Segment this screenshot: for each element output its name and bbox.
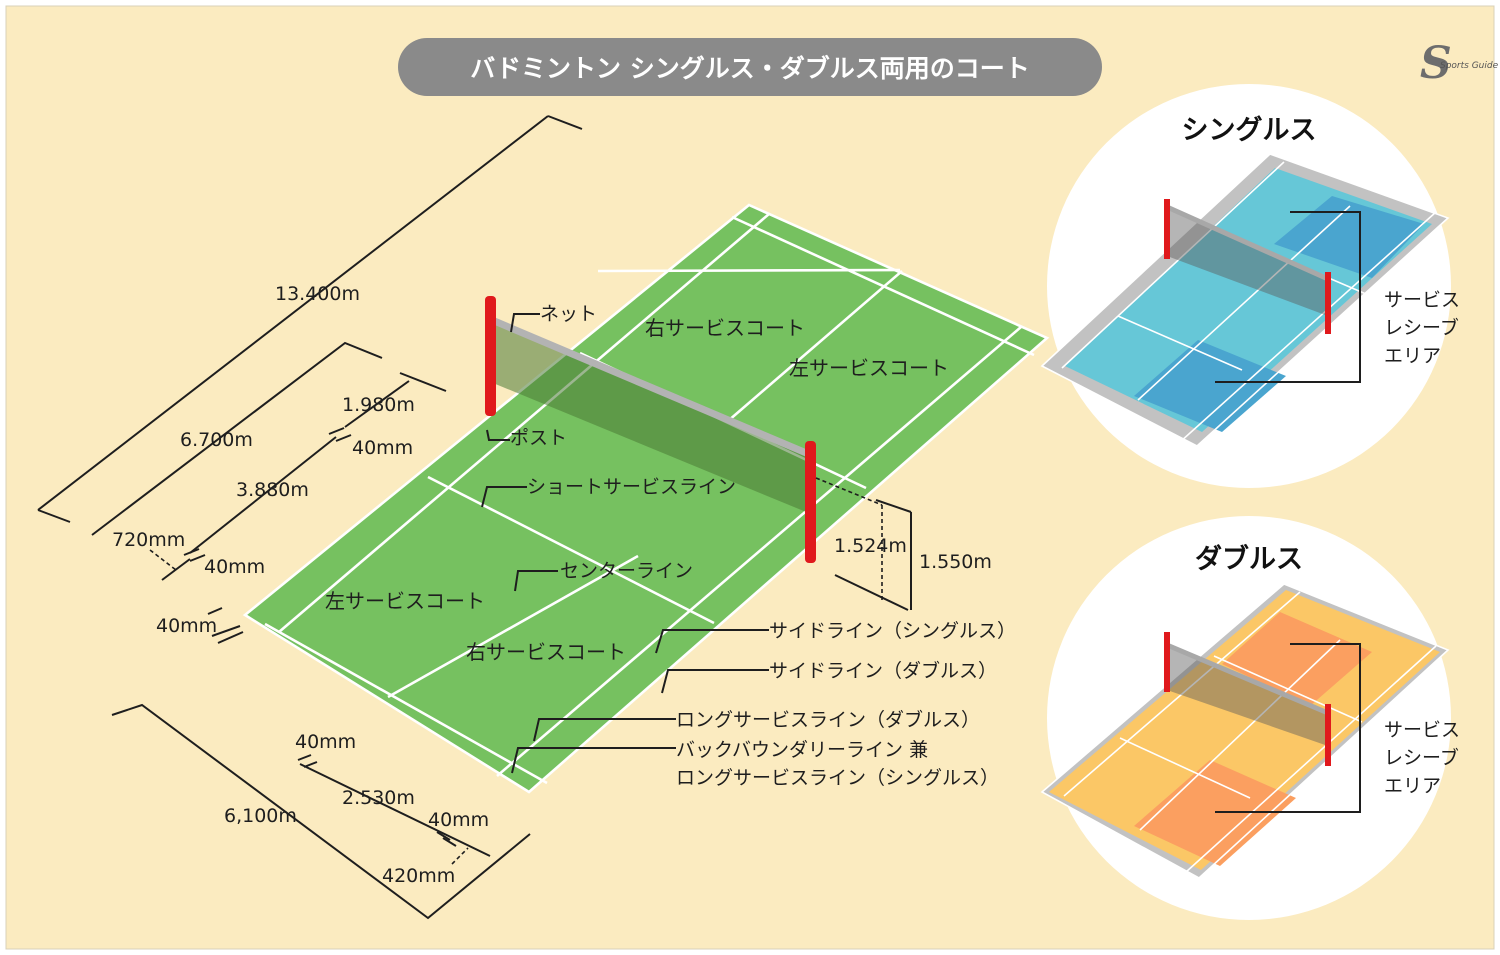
doubles-post-left — [1164, 632, 1170, 692]
dim-back-to-long — [344, 380, 410, 428]
dashed-guides — [149, 477, 883, 865]
outer-boundary-line — [242, 203, 1050, 794]
singles-area-near — [1134, 340, 1286, 432]
dim-text-side-half: 2.530m — [342, 787, 415, 809]
label-center-line: センターライン — [560, 560, 693, 582]
center-line-near — [387, 554, 639, 699]
dim-text-width-line-1: 40mm — [295, 731, 356, 753]
dim-text-width-total: 6,100m — [224, 805, 297, 827]
label-left-court-far: 左サービスコート — [789, 356, 949, 380]
label-short-service-line: ショートサービスライン — [527, 476, 736, 498]
dim-width-total — [111, 703, 531, 920]
dim-text-length-total: 13.400m — [275, 283, 360, 305]
dim-text-net-zone: 720mm — [112, 529, 185, 551]
doubles-inset: ダブルス サービス レシーブ エリア — [1040, 516, 1460, 920]
leader-center — [514, 570, 558, 592]
leader-net — [510, 313, 540, 333]
court-lines — [242, 203, 1050, 794]
dim-text-line-width-2: 40mm — [204, 556, 265, 578]
dim-side-half — [299, 763, 491, 857]
doubles-area-label-3: エリア — [1384, 775, 1441, 797]
dim-text-middle: 3.880m — [236, 479, 309, 501]
singles-inset: シングルス サービス レシーブ エリア — [1040, 84, 1460, 488]
singles-post-left — [1164, 199, 1170, 259]
dimension-lines — [37, 115, 912, 920]
page-title: バドミントン シングルス・ダブルス両用のコート — [470, 54, 1029, 83]
singles-net-mesh — [1167, 205, 1328, 316]
post-left — [485, 296, 496, 416]
doubles-area-leader — [1215, 643, 1361, 813]
singles-inset-title: シングルス — [1182, 114, 1317, 146]
svg-text:S: S — [1420, 38, 1452, 89]
doubles-area-label-1: サービス — [1384, 719, 1460, 741]
dim-text-half-length: 6.700m — [180, 429, 253, 451]
label-long-service-doubles: ロングサービスライン（ダブルス） — [676, 708, 980, 731]
dim-text-net-center-height: 1.524m — [834, 535, 907, 557]
doubles-post-right — [1325, 704, 1331, 766]
label-right-court-far: 右サービスコート — [645, 316, 805, 340]
singles-side-line-right — [496, 326, 1022, 777]
singles-side-line-left — [278, 213, 770, 633]
label-side-doubles: サイドライン（ダブルス） — [769, 659, 997, 682]
logo: S Sports Guide TOWNS — [1420, 38, 1500, 89]
singles-area-label-1: サービス — [1384, 289, 1460, 311]
label-side-singles: サイドライン（シングルス） — [769, 620, 1016, 642]
center-line-far-seg — [727, 270, 903, 422]
singles-area-label-2: レシーブ — [1384, 316, 1459, 339]
short-service-line-near — [427, 475, 715, 625]
dim-middle — [189, 436, 337, 554]
leader-post — [486, 429, 510, 441]
title-pill — [398, 38, 1102, 96]
court-surface — [245, 205, 1047, 792]
dim-text-side-alley: 420mm — [382, 865, 455, 887]
dim-text-width-line-2: 40mm — [428, 809, 489, 831]
singles-net-tape — [1165, 204, 1330, 282]
dim-half-length — [91, 341, 383, 536]
doubles-net-tape — [1166, 642, 1329, 716]
leader-long-service-doubles — [533, 718, 676, 742]
long-service-line-near — [264, 622, 548, 785]
label-left-court-near: 左サービスコート — [325, 589, 485, 613]
singles-area-label-3: エリア — [1384, 345, 1441, 367]
dim-text-line-width-3: 40mm — [156, 615, 217, 637]
leader-side-doubles — [661, 669, 769, 694]
dim-text-line-width-1: 40mm — [352, 437, 413, 459]
net-mesh — [493, 318, 811, 514]
callout-leaders — [481, 313, 769, 774]
leader-short-service — [481, 486, 527, 508]
net-tape — [490, 316, 813, 459]
dim-length-total — [37, 115, 549, 511]
dim-text-post-height: 1.550m — [919, 551, 992, 573]
dim-text-back-to-long: 1.980m — [342, 394, 415, 416]
doubles-area-label-2: レシーブ — [1384, 746, 1459, 769]
singles-area-leader — [1215, 211, 1361, 383]
center-line-far — [597, 268, 901, 273]
label-post: ポスト — [510, 427, 567, 449]
post-right — [805, 441, 816, 563]
doubles-area-far — [1222, 612, 1372, 706]
label-net: ネット — [540, 303, 597, 325]
label-back-boundary-2: ロングサービスライン（シングルス） — [676, 767, 999, 789]
label-back-boundary-1: バックバウンダリーライン 兼 — [676, 739, 928, 761]
doubles-net-mesh — [1167, 643, 1328, 746]
label-right-court-near: 右サービスコート — [466, 640, 626, 664]
leader-back-boundary — [511, 747, 676, 774]
doubles-inset-title: ダブルス — [1195, 543, 1303, 575]
leader-side-singles — [655, 629, 769, 654]
main-court — [242, 203, 1050, 794]
logo-text: Sports Guide TOWNS — [1440, 61, 1500, 71]
singles-post-right — [1325, 272, 1331, 334]
doubles-court-lines — [1040, 583, 1450, 879]
